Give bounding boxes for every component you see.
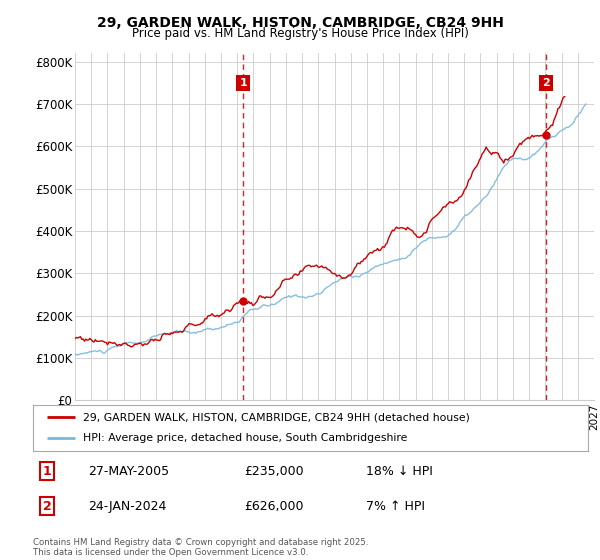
Text: 27-MAY-2005: 27-MAY-2005 — [89, 465, 170, 478]
Text: 2: 2 — [43, 500, 51, 512]
Text: 1: 1 — [43, 465, 51, 478]
Text: 7% ↑ HPI: 7% ↑ HPI — [366, 500, 425, 512]
Text: 2: 2 — [542, 78, 550, 88]
Text: Price paid vs. HM Land Registry's House Price Index (HPI): Price paid vs. HM Land Registry's House … — [131, 27, 469, 40]
Text: 24-JAN-2024: 24-JAN-2024 — [89, 500, 167, 512]
Text: 29, GARDEN WALK, HISTON, CAMBRIDGE, CB24 9HH: 29, GARDEN WALK, HISTON, CAMBRIDGE, CB24… — [97, 16, 503, 30]
Text: £626,000: £626,000 — [244, 500, 304, 512]
Text: 1: 1 — [239, 78, 247, 88]
Text: Contains HM Land Registry data © Crown copyright and database right 2025.
This d: Contains HM Land Registry data © Crown c… — [33, 538, 368, 557]
Text: 18% ↓ HPI: 18% ↓ HPI — [366, 465, 433, 478]
Text: £235,000: £235,000 — [244, 465, 304, 478]
Text: HPI: Average price, detached house, South Cambridgeshire: HPI: Average price, detached house, Sout… — [83, 433, 407, 444]
Text: 29, GARDEN WALK, HISTON, CAMBRIDGE, CB24 9HH (detached house): 29, GARDEN WALK, HISTON, CAMBRIDGE, CB24… — [83, 412, 470, 422]
